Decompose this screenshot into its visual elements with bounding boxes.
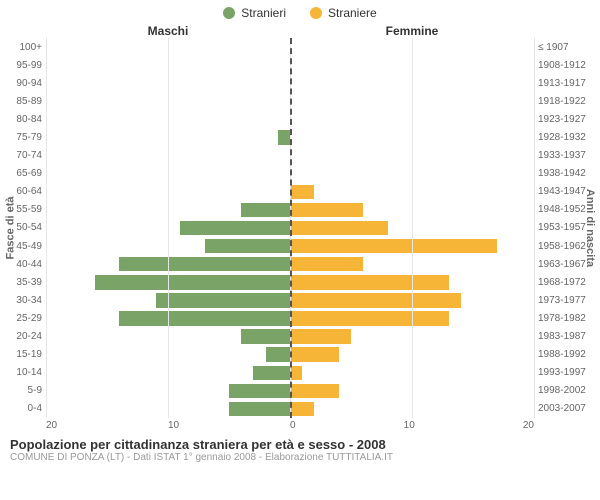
bar-male xyxy=(241,203,290,217)
bar-male xyxy=(205,239,290,253)
bar-male xyxy=(180,221,290,235)
bar-male xyxy=(119,311,290,325)
bar-female xyxy=(290,221,388,235)
gridline xyxy=(412,38,413,418)
x-tick-label: 0 xyxy=(290,420,296,431)
x-axis: 2010 01020 xyxy=(0,420,600,431)
chart-legend: Stranieri Straniere xyxy=(0,0,600,20)
center-divider xyxy=(290,38,292,418)
x-tick-label: 20 xyxy=(523,420,534,431)
bar-male xyxy=(95,275,290,289)
bar-female xyxy=(290,185,314,199)
x-tick-label: 20 xyxy=(46,420,57,431)
bar-male xyxy=(229,384,290,398)
y-axis-title-right: Anni di nascita xyxy=(584,38,596,418)
legend-swatch-female xyxy=(310,7,322,19)
chart-footer: Popolazione per cittadinanza straniera p… xyxy=(0,431,600,463)
bar-male xyxy=(229,402,290,416)
legend-label-female: Straniere xyxy=(328,6,377,20)
column-header-right: Femmine xyxy=(290,24,534,38)
bar-male xyxy=(278,130,290,144)
gridline xyxy=(534,38,535,418)
footer-title: Popolazione per cittadinanza straniera p… xyxy=(10,437,590,452)
bar-female xyxy=(290,203,363,217)
bar-female xyxy=(290,347,339,361)
plot-area xyxy=(46,38,534,418)
bar-female xyxy=(290,239,497,253)
bar-male xyxy=(119,257,290,271)
x-tick-label: 10 xyxy=(404,420,415,431)
bar-female xyxy=(290,257,363,271)
legend-item-male: Stranieri xyxy=(223,6,286,20)
chart-area: Fasce di età 100+95-9990-9485-8980-8475-… xyxy=(0,38,600,418)
y-axis-title-left: Fasce di età xyxy=(4,38,16,418)
bar-female xyxy=(290,293,461,307)
bar-female xyxy=(290,402,314,416)
legend-swatch-male xyxy=(223,7,235,19)
bar-male xyxy=(253,366,290,380)
legend-label-male: Stranieri xyxy=(241,6,286,20)
gridline xyxy=(168,38,169,418)
plot-half-female xyxy=(290,38,534,418)
bar-female xyxy=(290,311,449,325)
bar-male xyxy=(266,347,290,361)
bar-female xyxy=(290,275,449,289)
bar-female xyxy=(290,329,351,343)
x-tick-label: 10 xyxy=(168,420,179,431)
column-headers: Maschi Femmine xyxy=(0,24,600,38)
gridline xyxy=(46,38,47,418)
plot-half-male xyxy=(46,38,290,418)
bar-male xyxy=(156,293,290,307)
x-axis-left: 2010 xyxy=(46,420,290,431)
footer-subtitle: COMUNE DI PONZA (LT) - Dati ISTAT 1° gen… xyxy=(10,452,590,463)
bar-male xyxy=(241,329,290,343)
bar-female xyxy=(290,384,339,398)
legend-item-female: Straniere xyxy=(310,6,377,20)
column-header-left: Maschi xyxy=(46,24,290,38)
x-axis-right: 0 10 20 xyxy=(290,420,534,431)
